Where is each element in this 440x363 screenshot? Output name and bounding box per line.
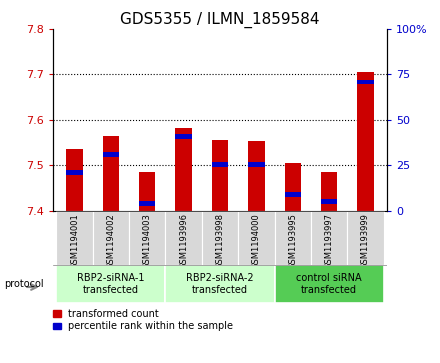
Bar	[165, 265, 275, 303]
Bar	[103, 136, 119, 211]
Bar	[311, 211, 347, 265]
Bar	[321, 199, 337, 204]
Bar	[212, 140, 228, 211]
Text: GSM1193999: GSM1193999	[361, 213, 370, 269]
Text: GSM1194003: GSM1194003	[143, 213, 152, 269]
Bar	[285, 192, 301, 197]
Bar	[176, 134, 192, 139]
Bar	[56, 265, 165, 303]
Text: control siRNA
transfected: control siRNA transfected	[296, 273, 362, 295]
Bar	[275, 211, 311, 265]
Bar	[103, 152, 119, 156]
Text: RBP2-siRNA-2
transfected: RBP2-siRNA-2 transfected	[186, 273, 254, 295]
Bar	[248, 141, 264, 211]
Text: GSM1193997: GSM1193997	[325, 213, 334, 269]
Bar	[238, 211, 275, 265]
Bar	[56, 211, 93, 265]
Bar	[347, 211, 384, 265]
Text: protocol: protocol	[4, 279, 44, 289]
Text: GSM1194000: GSM1194000	[252, 213, 261, 269]
Text: GSM1193998: GSM1193998	[216, 213, 224, 269]
Text: RBP2-siRNA-1
transfected: RBP2-siRNA-1 transfected	[77, 273, 145, 295]
Bar	[93, 211, 129, 265]
Bar	[66, 149, 83, 211]
Text: GSM1193996: GSM1193996	[179, 213, 188, 269]
Bar	[66, 170, 83, 175]
Bar	[248, 162, 264, 167]
Bar	[285, 163, 301, 211]
Bar	[129, 211, 165, 265]
Text: GSM1194002: GSM1194002	[106, 213, 115, 269]
Bar	[139, 201, 155, 206]
Bar	[212, 162, 228, 167]
Bar	[275, 265, 384, 303]
Bar	[202, 211, 238, 265]
Bar	[357, 80, 374, 85]
Bar	[165, 211, 202, 265]
Text: GSM1193995: GSM1193995	[288, 213, 297, 269]
Title: GDS5355 / ILMN_1859584: GDS5355 / ILMN_1859584	[120, 12, 320, 28]
Bar	[176, 128, 192, 211]
Bar	[321, 172, 337, 211]
Bar	[139, 172, 155, 211]
Text: GSM1194001: GSM1194001	[70, 213, 79, 269]
Legend: transformed count, percentile rank within the sample: transformed count, percentile rank withi…	[53, 309, 233, 331]
Bar	[357, 72, 374, 211]
